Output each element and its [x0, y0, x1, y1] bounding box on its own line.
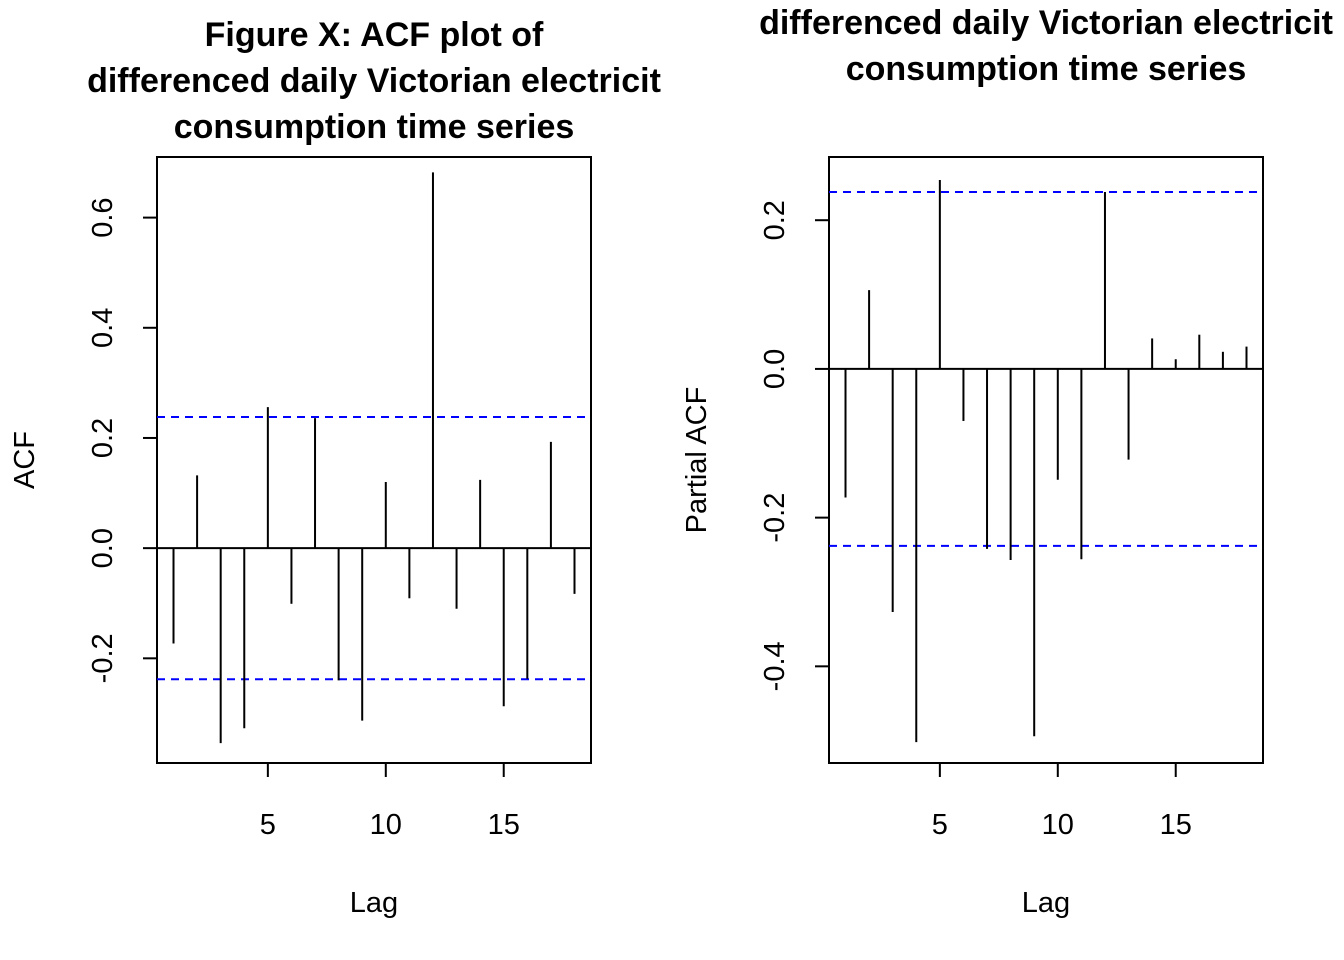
x-axis-label: Lag — [350, 887, 398, 919]
x-tick-label: 10 — [1042, 809, 1074, 841]
plot-frame — [156, 156, 592, 764]
chart-title-line: consumption time series — [846, 50, 1247, 88]
x-axis-label: Lag — [1022, 887, 1070, 919]
y-tick-label: -0.4 — [759, 641, 791, 691]
chart-title-line: differenced daily Victorian electricit — [87, 62, 661, 100]
x-tick-label: 15 — [488, 809, 520, 841]
y-tick-label: 0.4 — [87, 308, 119, 348]
y-tick-label: -0.2 — [759, 493, 791, 543]
x-tick-label: 5 — [260, 809, 276, 841]
plot-frame — [828, 156, 1264, 764]
y-tick-label: 0.0 — [759, 349, 791, 389]
y-axis-label: ACF — [9, 431, 41, 489]
chart-title-line: Figure X: ACF plot of — [205, 16, 544, 54]
x-tick-label: 10 — [370, 809, 402, 841]
chart-title-line: differenced daily Victorian electricit — [759, 4, 1333, 42]
y-tick-label: -0.2 — [87, 633, 119, 683]
y-tick-label: 0.0 — [87, 528, 119, 568]
y-tick-label: 0.6 — [87, 197, 119, 237]
x-tick-label: 15 — [1160, 809, 1192, 841]
y-axis-label: Partial ACF — [681, 387, 713, 534]
y-tick-label: 0.2 — [87, 418, 119, 458]
x-tick-label: 5 — [932, 809, 948, 841]
chart-title-line: consumption time series — [174, 108, 575, 146]
y-tick-label: 0.2 — [759, 200, 791, 240]
